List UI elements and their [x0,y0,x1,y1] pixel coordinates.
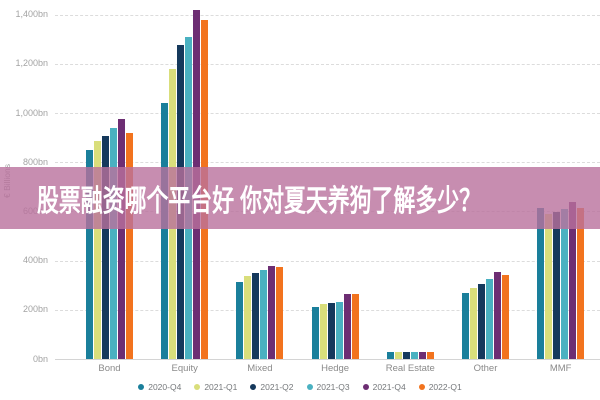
bar-other-2020-Q4 [462,292,469,359]
bar-mmf-2020-Q4 [537,207,545,359]
gridline [55,63,600,65]
legend-dot-icon [138,384,145,390]
headline-text: 股票融资哪个平台好 你对夏天养狗了解多少？ [37,185,482,218]
bar-other-2021-Q4 [494,271,501,359]
legend-label: 2021-Q4 [372,382,406,392]
bar-mixed-2022-Q1 [276,267,284,359]
bar-hedge-2021-Q2 [327,302,335,359]
bar-real-estate-2020-Q4 [386,352,394,359]
bar-equity-2020-Q4 [161,103,169,359]
legend-item: 2021-Q1 [194,382,237,392]
y-tick-label: 1,400bn [15,9,48,20]
category-label: Bond [98,363,121,374]
legend-label: 2020-Q4 [148,382,182,392]
bar-hedge-2021-Q3 [335,301,343,359]
bar-hedge-2020-Q4 [311,307,319,359]
category-label: Real Estate [385,363,435,374]
gridline [55,309,600,311]
legend-item: 2022-Q1 [418,382,462,392]
bar-mixed-2021-Q4 [268,265,276,359]
bar-bond-2021-Q4 [118,119,125,359]
bar-bond-2021-Q1 [94,141,101,359]
legend-label: 2021-Q2 [260,382,294,392]
legend-dot-icon [194,384,201,390]
headline-overlay-band: 股票融资哪个平台好 你对夏天养狗了解多少？ [0,167,600,229]
legend-label: 2021-Q1 [204,382,238,392]
bar-mmf-2021-Q3 [561,209,569,359]
y-tick-label: 1,200bn [15,58,48,69]
y-tick-label: 800bn [22,156,48,167]
y-tick-label: 1,000bn [15,107,48,118]
bar-bond-2022-Q1 [126,132,133,359]
bar-hedge-2021-Q4 [343,293,351,359]
bar-bond-2021-Q3 [110,128,117,359]
category-label: MMF [549,363,572,374]
y-tick-label: 0bn [32,353,48,364]
bar-other-2022-Q1 [502,275,509,359]
gridline [55,113,600,115]
legend-dot-icon [418,384,425,390]
legend-item: 2021-Q4 [362,382,406,392]
bar-hedge-2021-Q1 [319,304,327,359]
bar-mixed-2021-Q1 [244,275,252,359]
bar-real-estate-2021-Q2 [402,352,410,359]
category-label: Hedge [321,363,350,374]
legend-item: 2021-Q3 [306,382,350,392]
y-tick-label: 200bn [22,304,48,315]
bar-hedge-2022-Q1 [351,293,359,359]
legend-item: 2020-Q4 [138,382,181,392]
gridline [55,260,600,262]
legend-item: 2021-Q2 [250,382,294,392]
legend: 2020-Q4 2021-Q1 2021-Q2 2021-Q3 2021-Q4 2022-… [0,382,600,392]
bar-mixed-2021-Q3 [260,269,268,359]
bar-mmf-2021-Q2 [553,212,561,359]
bar-mmf-2021-Q4 [569,201,577,359]
bar-other-2021-Q3 [486,279,493,359]
legend-dot-icon [306,384,313,390]
bar-mixed-2021-Q2 [252,272,260,359]
category-label: Equity [171,363,198,374]
legend-dot-icon [362,384,369,390]
bar-bond-2020-Q4 [86,149,93,359]
bar-other-2021-Q2 [478,283,485,359]
bar-mmf-2021-Q1 [545,213,553,359]
category-label: Other [473,363,498,374]
bar-real-estate-2022-Q1 [426,351,434,359]
x-axis-line [55,359,600,360]
bar-other-2021-Q1 [470,287,477,359]
bar-real-estate-2021-Q1 [394,352,402,359]
bar-real-estate-2021-Q3 [410,352,418,359]
legend-label: 2022-Q1 [428,382,462,392]
category-label: Mixed [247,363,273,374]
bar-real-estate-2021-Q4 [418,351,426,359]
gridline [55,14,600,16]
legend-dot-icon [250,384,257,390]
bar-mixed-2020-Q4 [236,281,244,359]
legend-label: 2021-Q3 [316,382,350,392]
bar-mmf-2022-Q1 [577,207,585,359]
gridline [55,162,600,164]
y-tick-label: 400bn [22,255,48,266]
bar-bond-2021-Q2 [102,136,109,359]
